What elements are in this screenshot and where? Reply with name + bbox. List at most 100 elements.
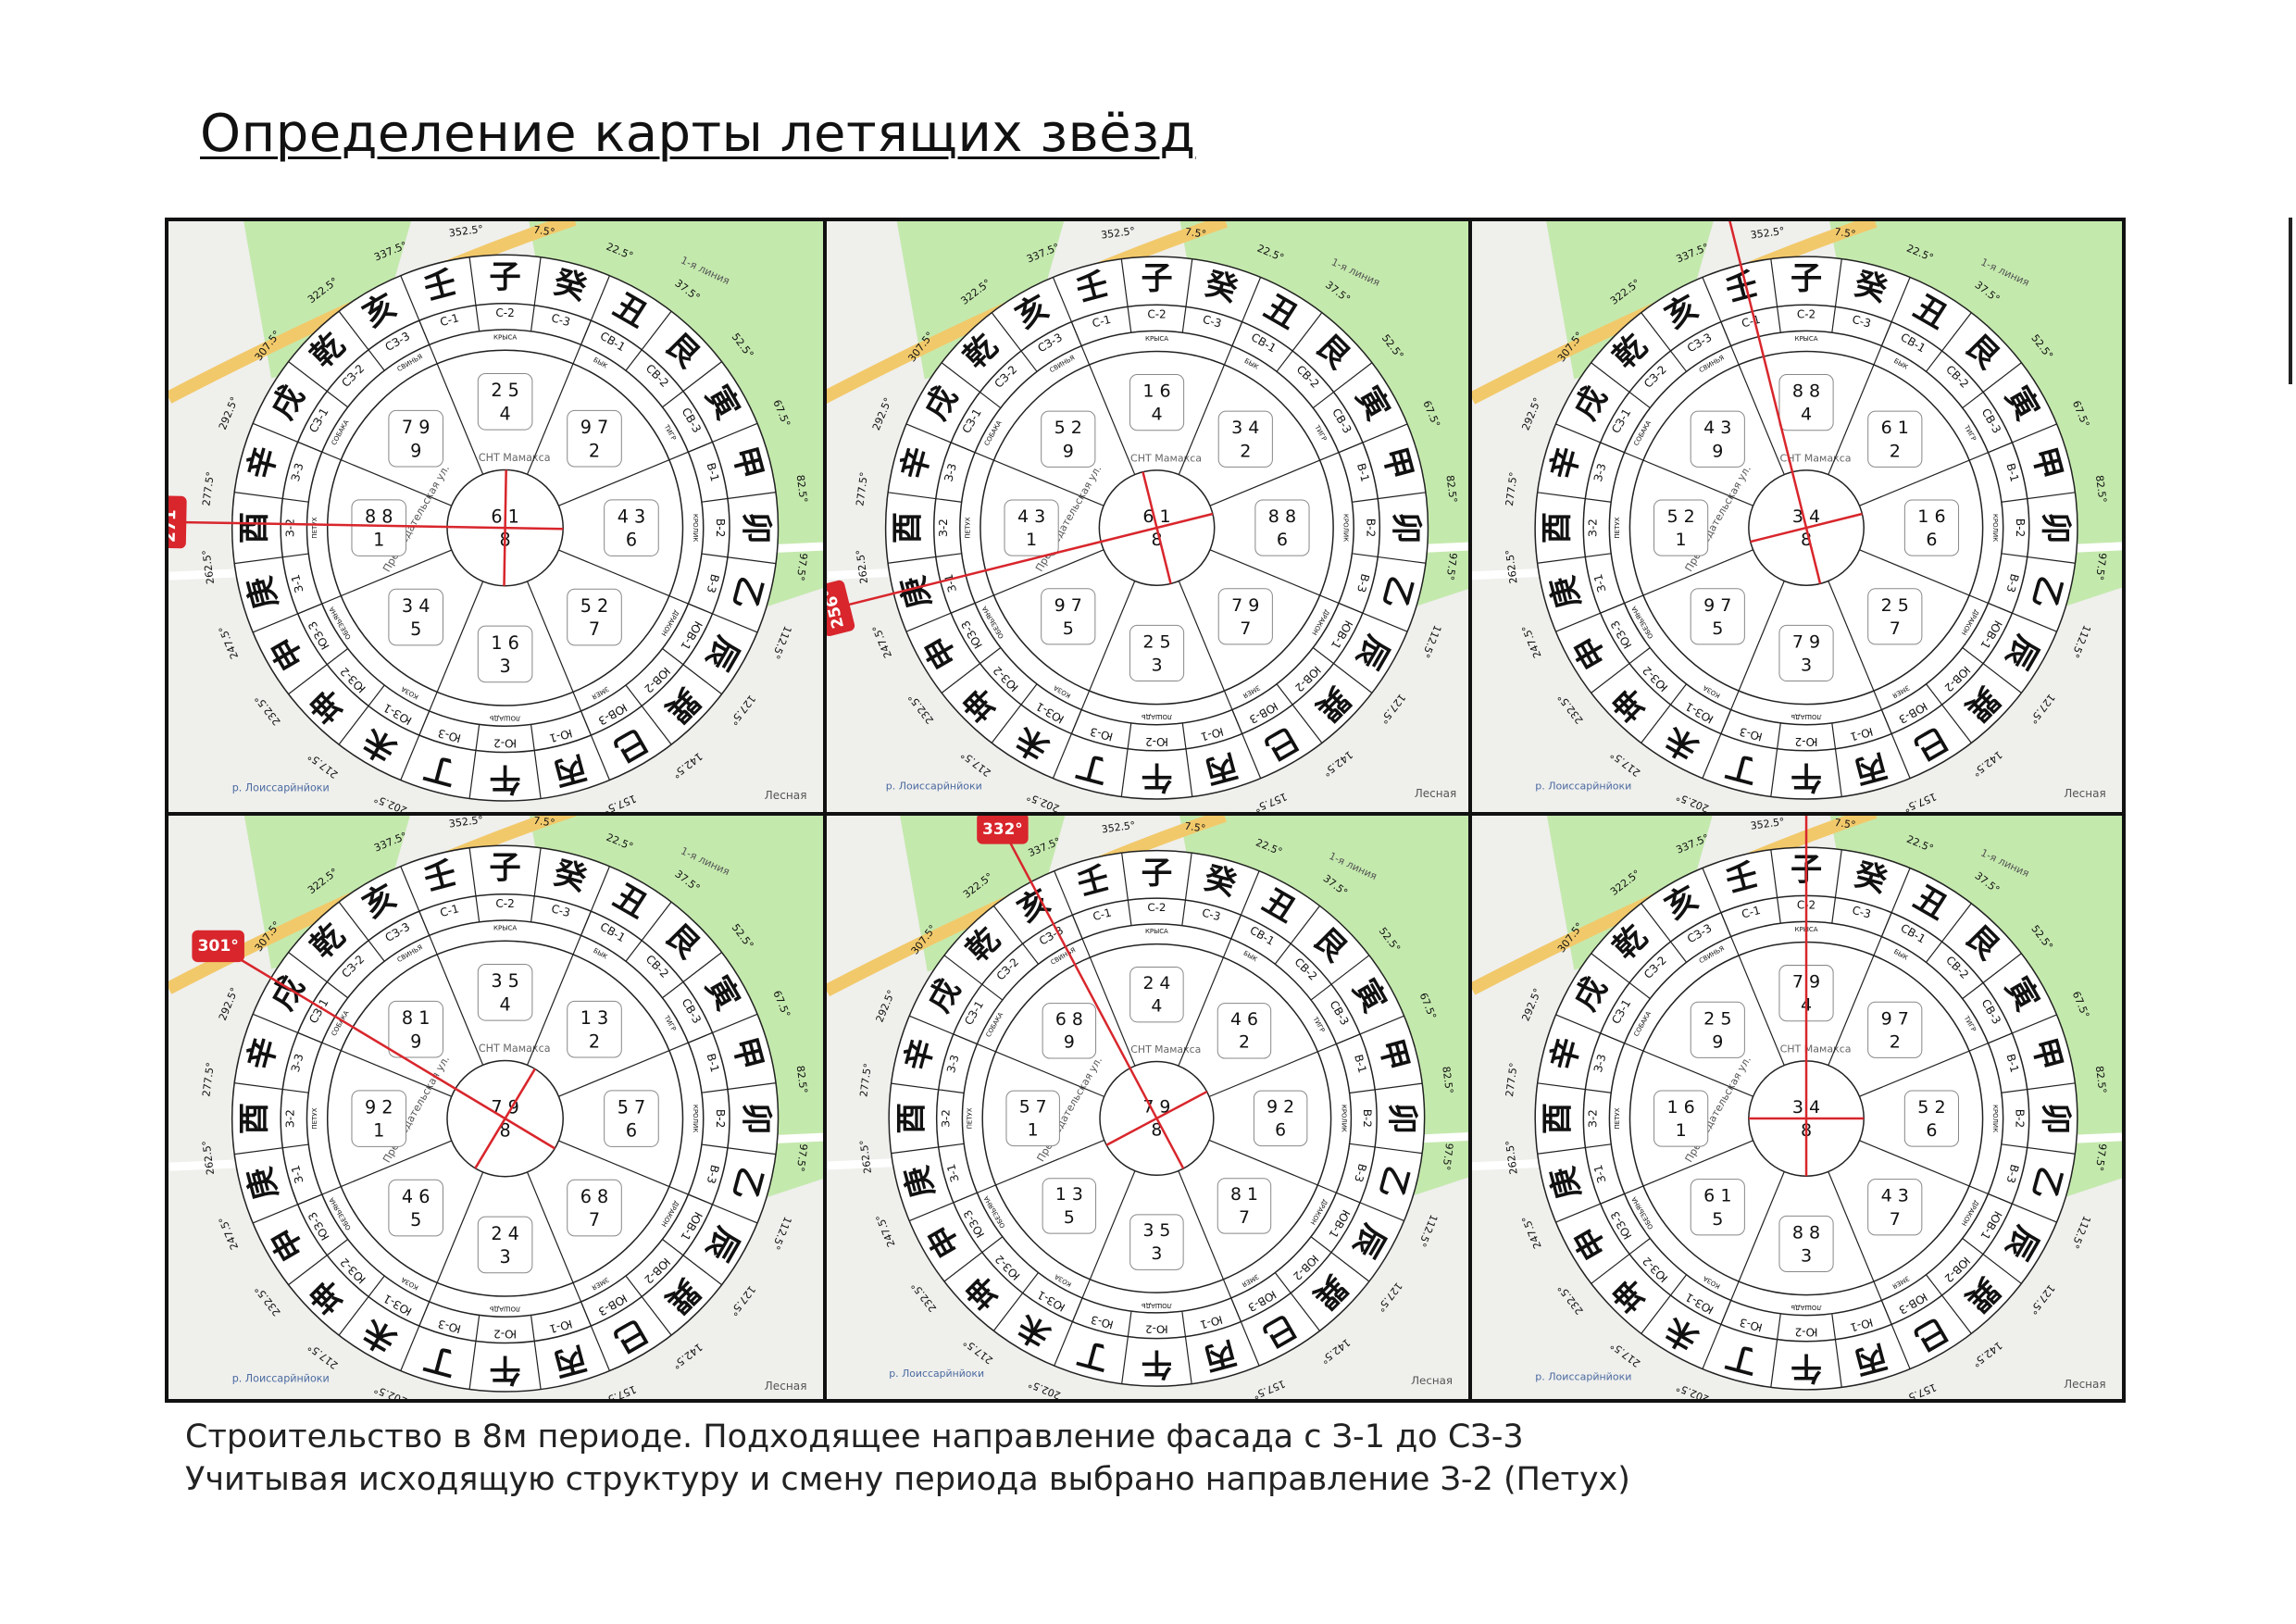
palace-divider — [418, 319, 484, 475]
palace-box — [1129, 966, 1184, 1023]
degree-tick-label: 352.5° — [1101, 819, 1136, 836]
palace-box — [1129, 374, 1185, 431]
sector-label: Ю-2 — [493, 736, 517, 749]
degree-tick-label: 262.5° — [200, 549, 217, 585]
sector-divider — [625, 684, 672, 745]
palace-box — [388, 1000, 443, 1058]
sector-label: Ю-1 — [548, 726, 574, 744]
pointer-badge: 332° — [977, 816, 1029, 844]
sector-divider — [1352, 492, 1427, 503]
sector-label: В-1 — [2004, 462, 2022, 483]
sector-divider — [338, 901, 385, 962]
sector-label: Ю-3 — [437, 726, 463, 744]
palace-base-star: 7 — [1890, 1209, 1901, 1230]
palace-divider — [1070, 581, 1136, 734]
palace-stars: 2 4 — [1142, 974, 1170, 993]
degree-tick-label: 82.5° — [2093, 1065, 2109, 1093]
sector-divider — [468, 256, 480, 331]
center-stars: 7 9 — [491, 1097, 519, 1118]
degree-tick-label: 277.5° — [1504, 471, 1520, 506]
palace-stars: 1 6 — [1666, 1097, 1694, 1118]
sector-divider — [991, 312, 1038, 372]
degree-tick-label: 277.5° — [1504, 1062, 1520, 1097]
palace-divider — [1178, 321, 1243, 475]
palace-divider — [558, 549, 713, 615]
mountain-char: 子 — [1791, 260, 1822, 297]
degree-tick-label: 97.5° — [2093, 1143, 2109, 1171]
sector-label: Ю-2 — [493, 1327, 517, 1340]
sector-divider — [1312, 362, 1373, 409]
mountain-char: 酉 — [1539, 512, 1576, 543]
animal-label: КРОЛИК — [692, 514, 700, 542]
sector-label: З-1 — [1591, 572, 1609, 593]
mountain-char: 子 — [489, 849, 520, 886]
grid-divider-v2 — [1468, 221, 1472, 1399]
sector-divider — [1310, 955, 1370, 1001]
pointer-badge: 271° — [168, 495, 187, 549]
palace-base-star: 1 — [1676, 530, 1687, 550]
palace-divider — [950, 549, 1104, 614]
sector-label: З-2 — [283, 1109, 296, 1128]
degree-tick-label: 277.5° — [857, 1063, 874, 1098]
map-settlement-label: СНТ Мамакса — [1130, 452, 1202, 464]
palace-box — [1254, 499, 1310, 556]
palace-box — [1690, 1001, 1745, 1058]
sector-divider — [530, 1315, 542, 1390]
palace-box — [1690, 1179, 1745, 1236]
sector-divider — [1120, 258, 1132, 333]
palace-stars: 8 8 — [1792, 1222, 1820, 1243]
palace-divider — [527, 581, 592, 736]
degree-tick-label: 7.5° — [1184, 226, 1207, 241]
palace-box — [1129, 1214, 1184, 1270]
sector-label: Ю-3 — [1089, 725, 1115, 743]
palace-base-star: 2 — [1890, 1031, 1901, 1052]
palace-base-star: 9 — [410, 1031, 421, 1052]
sector-label: В-2 — [2014, 1109, 2027, 1128]
palace-box — [477, 372, 533, 431]
palace-divider — [1071, 915, 1136, 1067]
palace-base-star: 6 — [1926, 530, 1937, 550]
palace-box — [388, 588, 443, 646]
palace-stars: 9 2 — [1267, 1098, 1294, 1118]
sector-label: Ю-3 — [1738, 1316, 1764, 1334]
degree-tick-label: 352.5° — [1100, 225, 1135, 242]
pointer-degree-label: 301° — [197, 937, 238, 956]
palace-divider — [1828, 912, 1892, 1066]
sector-label: Ю-3 — [1738, 725, 1764, 743]
sector-divider — [234, 1082, 309, 1093]
sector-label: В-3 — [2003, 1163, 2021, 1184]
palace-box — [1903, 1090, 1959, 1147]
sector-label: С-1 — [1741, 904, 1762, 921]
degree-tick-label: 277.5° — [200, 471, 217, 507]
animal-label: ПЕТУХ — [1613, 1107, 1621, 1129]
sector-label: С-2 — [1147, 901, 1166, 914]
sector-label: С-2 — [495, 897, 515, 910]
animal-label: ЛОШАДЬ — [490, 1305, 521, 1314]
mountain-char: 午 — [489, 1351, 520, 1388]
palace-base-star: 9 — [1063, 441, 1074, 461]
sector-label: З-2 — [937, 518, 950, 537]
sector-label: З-2 — [283, 518, 296, 537]
palace-stars: 9 2 — [365, 1097, 393, 1118]
animal-label: КРОЛИК — [692, 1105, 700, 1132]
palace-base-star: 1 — [373, 530, 384, 551]
map-street-label: Лесная — [765, 1380, 807, 1393]
animal-label: ЛОШАДЬ — [1142, 713, 1173, 721]
degree-tick-label: 262.5° — [200, 1140, 217, 1176]
mountain-char: 酉 — [236, 512, 273, 543]
facing-line — [848, 512, 1214, 606]
palace-box — [604, 499, 659, 556]
palace-base-star: 5 — [410, 618, 421, 640]
sector-label: В-1 — [1352, 1053, 1369, 1074]
degree-tick-label: 82.5° — [2093, 474, 2109, 503]
palace-box — [1041, 588, 1096, 645]
palace-stars: 3 4 — [1231, 418, 1259, 438]
palace-box — [567, 1000, 622, 1058]
palace-divider — [1208, 1033, 1361, 1097]
animal-label: ЛОШАДЬ — [1791, 1304, 1822, 1312]
map-river-label: р. Лоиссарйнйоки — [886, 780, 982, 792]
sector-divider — [468, 724, 480, 799]
palace-divider — [418, 1171, 484, 1327]
